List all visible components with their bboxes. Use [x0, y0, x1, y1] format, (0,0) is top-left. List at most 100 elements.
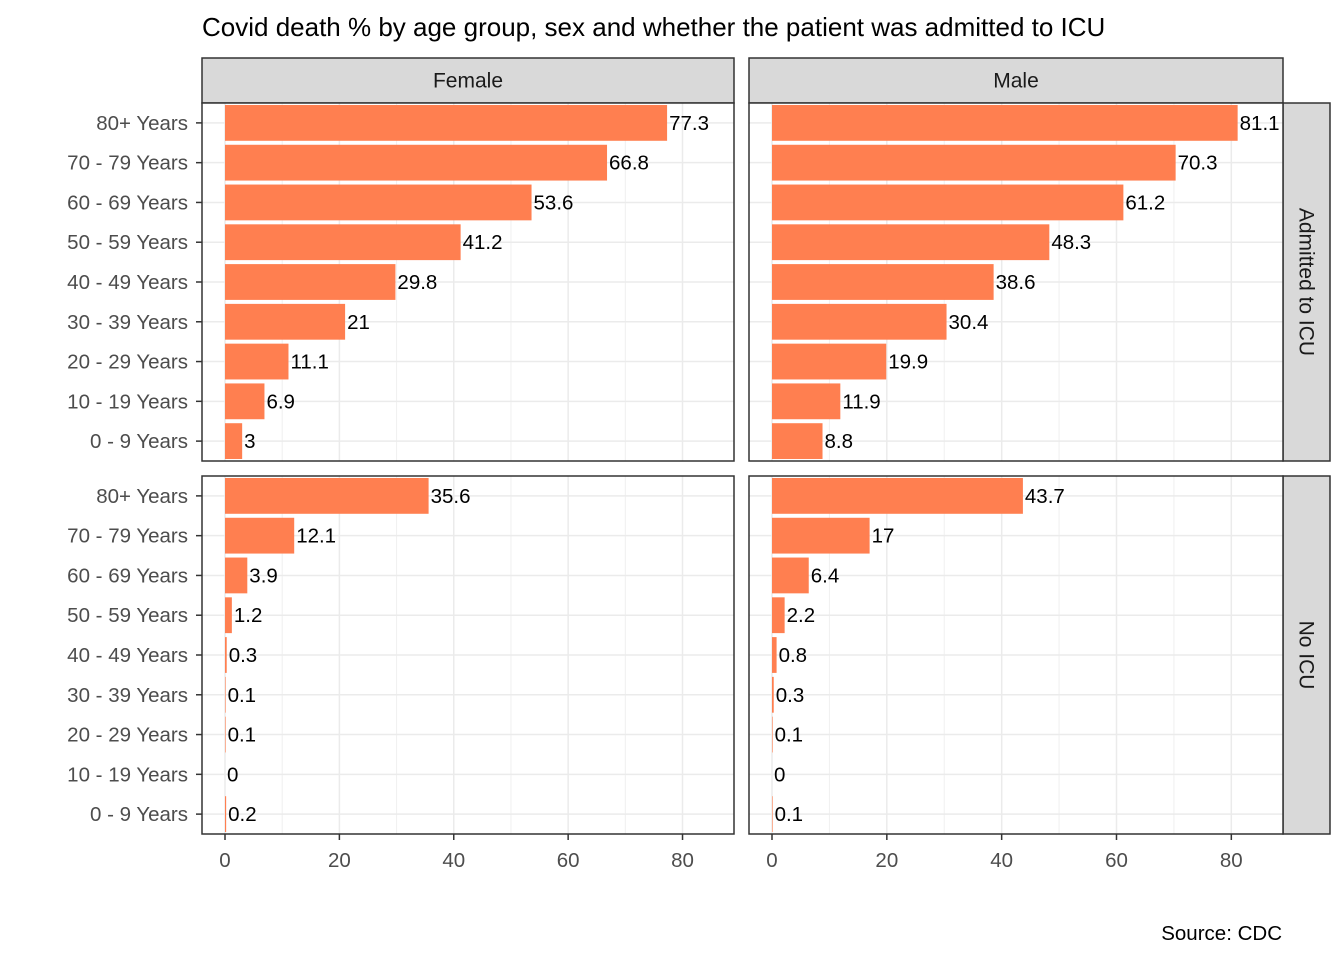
data-label: 11.9	[842, 390, 880, 413]
facet-strip-row-0	[1282, 102, 1331, 462]
y-tick-label: 80+ Years	[96, 485, 188, 508]
panel-border	[748, 102, 1284, 462]
x-tick-label: 60	[557, 849, 580, 872]
y-tick-label: 0 - 9 Years	[90, 430, 188, 453]
data-label: 12.1	[296, 525, 336, 548]
panels: Female Male Admitted to ICU No ICU 77.3 66.8 5…	[67, 57, 1331, 872]
y-tick-label: 30 - 39 Years	[67, 311, 188, 334]
bar	[225, 676, 226, 713]
data-label: 17	[872, 525, 895, 548]
data-label: 61.2	[1125, 191, 1165, 214]
facet-strip-label: Female	[433, 70, 503, 93]
bar	[225, 597, 232, 634]
bar	[772, 557, 809, 594]
data-label: 6.4	[811, 564, 840, 587]
data-label: 77.3	[669, 112, 709, 135]
data-label: 3.9	[249, 564, 278, 587]
facet-strip-male	[748, 57, 1284, 104]
data-label: 3	[244, 430, 255, 453]
bar	[772, 264, 994, 300]
data-label: 53.6	[534, 191, 574, 214]
bar	[772, 676, 774, 713]
facet-strip-female	[201, 57, 735, 104]
y-tick-label: 50 - 59 Years	[67, 604, 188, 627]
data-label: 38.6	[996, 271, 1036, 294]
data-label: 35.6	[431, 485, 471, 508]
y-tick-label: 60 - 69 Years	[67, 564, 188, 587]
bar	[772, 477, 1023, 514]
bar	[225, 383, 265, 420]
y-tick-label: 50 - 59 Years	[67, 231, 188, 254]
x-tick-label: 60	[1105, 849, 1128, 872]
bar	[772, 343, 887, 380]
data-label: 0.3	[776, 684, 805, 707]
y-tick-label: 40 - 49 Years	[67, 644, 188, 667]
x-tick-label: 0	[766, 849, 777, 872]
bar	[225, 144, 608, 181]
bar	[225, 224, 461, 261]
bar	[225, 557, 248, 594]
bar	[225, 104, 668, 141]
y-tick-label: 70 - 79 Years	[67, 152, 188, 175]
data-label: 2.2	[787, 604, 816, 627]
bar	[772, 423, 823, 460]
facet-strip-row-label: Admitted to ICU	[1295, 208, 1318, 356]
bar	[772, 637, 777, 673]
data-label: 8.8	[825, 430, 854, 453]
x-tick-label: 40	[442, 849, 465, 872]
data-label: 0.1	[228, 684, 256, 707]
x-tick-label: 20	[328, 849, 351, 872]
bar	[225, 716, 226, 753]
y-tick-label: 70 - 79 Years	[67, 525, 188, 548]
y-tick-label: 10 - 19 Years	[67, 390, 188, 413]
data-label: 43.7	[1025, 485, 1065, 508]
bar	[772, 597, 785, 634]
data-label: 0.8	[779, 644, 808, 667]
data-label: 0	[774, 763, 785, 786]
data-label: 11.1	[290, 351, 328, 374]
data-label: 0.3	[229, 644, 258, 667]
data-label: 81.1	[1240, 112, 1280, 135]
bar	[772, 144, 1176, 181]
data-label: 48.3	[1051, 231, 1091, 254]
bar	[772, 224, 1050, 261]
y-tick-label: 40 - 49 Years	[67, 271, 188, 294]
data-label: 1.2	[234, 604, 263, 627]
bar	[225, 796, 227, 833]
y-tick-label: 10 - 19 Years	[67, 763, 188, 786]
x-tick-label: 80	[1220, 849, 1243, 872]
y-tick-label: 0 - 9 Years	[90, 803, 188, 826]
facet-strip-row-label: No ICU	[1295, 621, 1318, 690]
facet-strip-row-1	[1282, 475, 1331, 835]
x-tick-label: 20	[875, 849, 898, 872]
y-tick-label: 20 - 29 Years	[67, 724, 188, 747]
bar	[772, 517, 870, 554]
bar	[225, 264, 396, 300]
bar	[772, 383, 841, 420]
bar	[225, 343, 289, 380]
y-tick-label: 30 - 39 Years	[67, 684, 188, 707]
x-tick-label: 40	[990, 849, 1013, 872]
data-label: 29.8	[397, 271, 437, 294]
data-label: 41.2	[463, 231, 503, 254]
data-label: 6.9	[266, 390, 295, 413]
chart-title: Covid death % by age group, sex and whet…	[202, 12, 1105, 42]
data-label: 66.8	[609, 152, 649, 175]
y-tick-label: 60 - 69 Years	[67, 191, 188, 214]
bar	[772, 303, 947, 340]
data-label: 21	[347, 311, 370, 334]
bar	[772, 184, 1124, 221]
facet-strip-label: Male	[993, 70, 1039, 93]
data-label: 0.1	[775, 724, 804, 747]
bar	[225, 303, 346, 340]
bar	[225, 477, 429, 514]
data-label: 0.2	[228, 803, 256, 826]
chart-caption: Source: CDC	[1161, 922, 1282, 945]
data-label: 70.3	[1178, 152, 1218, 175]
data-label: 0	[227, 763, 238, 786]
x-tick-label: 80	[671, 849, 694, 872]
data-label: 30.4	[949, 311, 989, 334]
data-label: 0.1	[228, 724, 256, 747]
x-tick-label: 0	[219, 849, 230, 872]
